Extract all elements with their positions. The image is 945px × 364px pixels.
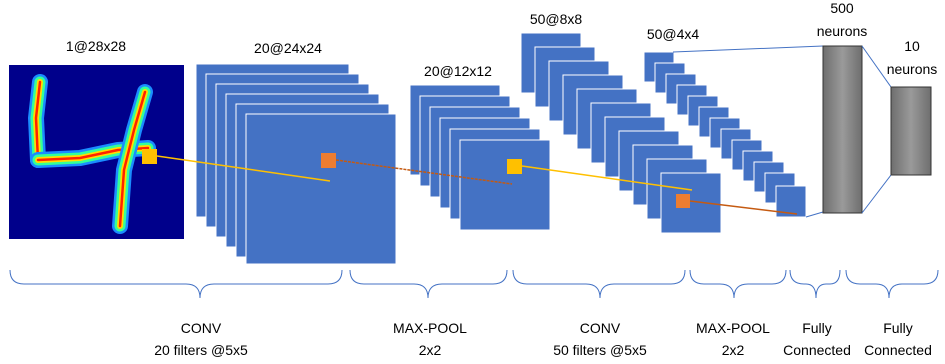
operation-labels: CONV 20 filters @5x5 MAX-POOL 2x2 CONV 5… — [154, 320, 932, 358]
op-pool2-title: MAX-POOL — [696, 320, 770, 336]
conv1-label: 20@24x24 — [254, 40, 322, 56]
input-image — [9, 65, 184, 239]
fc1-connection-lines — [672, 45, 824, 218]
conv2-label: 50@8x8 — [530, 11, 583, 27]
op-pool2-detail: 2x2 — [722, 342, 745, 358]
fc2-neurons — [890, 86, 932, 176]
op-pool1-detail: 2x2 — [419, 342, 442, 358]
pool2-label: 50@4x4 — [647, 26, 700, 42]
op-conv1-detail: 20 filters @5x5 — [154, 342, 248, 358]
input-label: 1@28x28 — [66, 38, 126, 54]
op-conv1-title: CONV — [181, 320, 222, 336]
conv2-kernel-patch — [676, 194, 690, 208]
fc2-connection-lines — [861, 45, 892, 214]
op-fc2-detail: Connected — [864, 342, 932, 358]
fc1-label-count: 500 — [830, 0, 854, 16]
conv1-feature-maps — [195, 63, 397, 265]
op-fc2-title: Fully — [883, 320, 913, 336]
conv1-kernel-patch — [321, 153, 336, 168]
fc2-label-count: 10 — [904, 38, 920, 54]
op-pool1-title: MAX-POOL — [393, 320, 467, 336]
conv2-feature-maps — [520, 32, 722, 234]
fc1-label-unit: neurons — [817, 23, 868, 39]
pool1-feature-maps — [409, 84, 551, 231]
fc2-label-unit: neurons — [887, 61, 938, 77]
operation-braces — [9, 269, 939, 299]
pool2-feature-maps — [643, 51, 807, 218]
pool1-label: 20@12x12 — [424, 63, 492, 79]
op-fc1-title: Fully — [802, 320, 832, 336]
fc1-neurons — [822, 45, 863, 214]
input-kernel-patch — [142, 149, 157, 164]
op-fc1-detail: Connected — [783, 342, 851, 358]
pool1-kernel-patch — [507, 159, 522, 174]
op-conv2-detail: 50 filters @5x5 — [553, 342, 647, 358]
op-conv2-title: CONV — [580, 320, 621, 336]
receptive-field-lines — [156, 155, 798, 215]
